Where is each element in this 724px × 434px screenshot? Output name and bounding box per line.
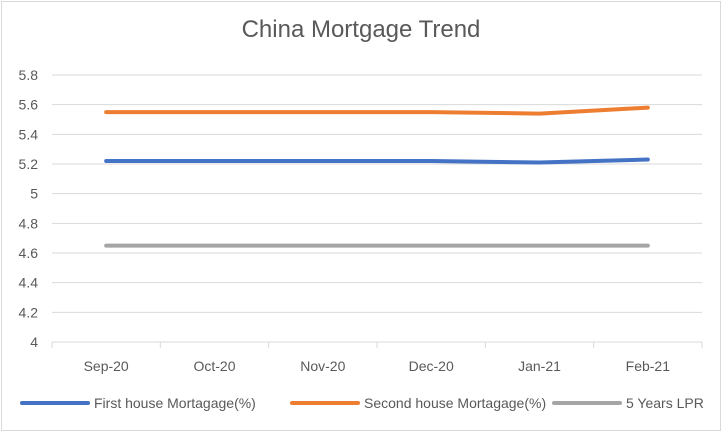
y-tick-label: 5 <box>30 186 38 202</box>
legend-label-first-house: First house Mortagage(%) <box>94 395 256 411</box>
legend-item-first-house: First house Mortagage(%) <box>20 395 256 411</box>
legend-swatch-first-house <box>20 401 90 405</box>
y-tick-label: 4.6 <box>19 245 39 261</box>
x-tick-label: Nov-20 <box>300 358 345 374</box>
y-tick-label: 5.2 <box>19 156 39 172</box>
series-line-second-house <box>104 105 650 116</box>
chart-legend: First house Mortagage(%) Second house Mo… <box>0 395 724 415</box>
legend-label-second-house: Second house Mortagage(%) <box>364 395 547 411</box>
x-tick-label: Dec-20 <box>409 358 454 374</box>
y-tick-label: 4 <box>30 334 38 350</box>
y-tick-label: 5.6 <box>19 97 39 113</box>
y-tick-label: 5.8 <box>19 67 39 83</box>
legend-swatch-lpr <box>552 401 622 405</box>
series-line-first-house <box>104 157 650 165</box>
y-tick-label: 4.2 <box>19 304 39 320</box>
y-tick-label: 4.8 <box>19 215 39 231</box>
x-tick-label: Feb-21 <box>626 358 671 374</box>
x-tick-label: Oct-20 <box>193 358 235 374</box>
legend-item-second-house: Second house Mortagage(%) <box>290 395 546 411</box>
x-tick-label: Sep-20 <box>84 358 129 374</box>
y-tick-label: 4.4 <box>19 275 39 291</box>
chart-title: China Mortgage Trend <box>241 16 481 43</box>
x-tick-label: Jan-21 <box>518 358 561 374</box>
y-tick-label: 5.4 <box>19 126 39 142</box>
legend-item-lpr: 5 Years LPR <box>552 395 704 411</box>
legend-label-lpr: 5 Years LPR <box>626 395 704 411</box>
legend-swatch-second-house <box>290 401 360 405</box>
